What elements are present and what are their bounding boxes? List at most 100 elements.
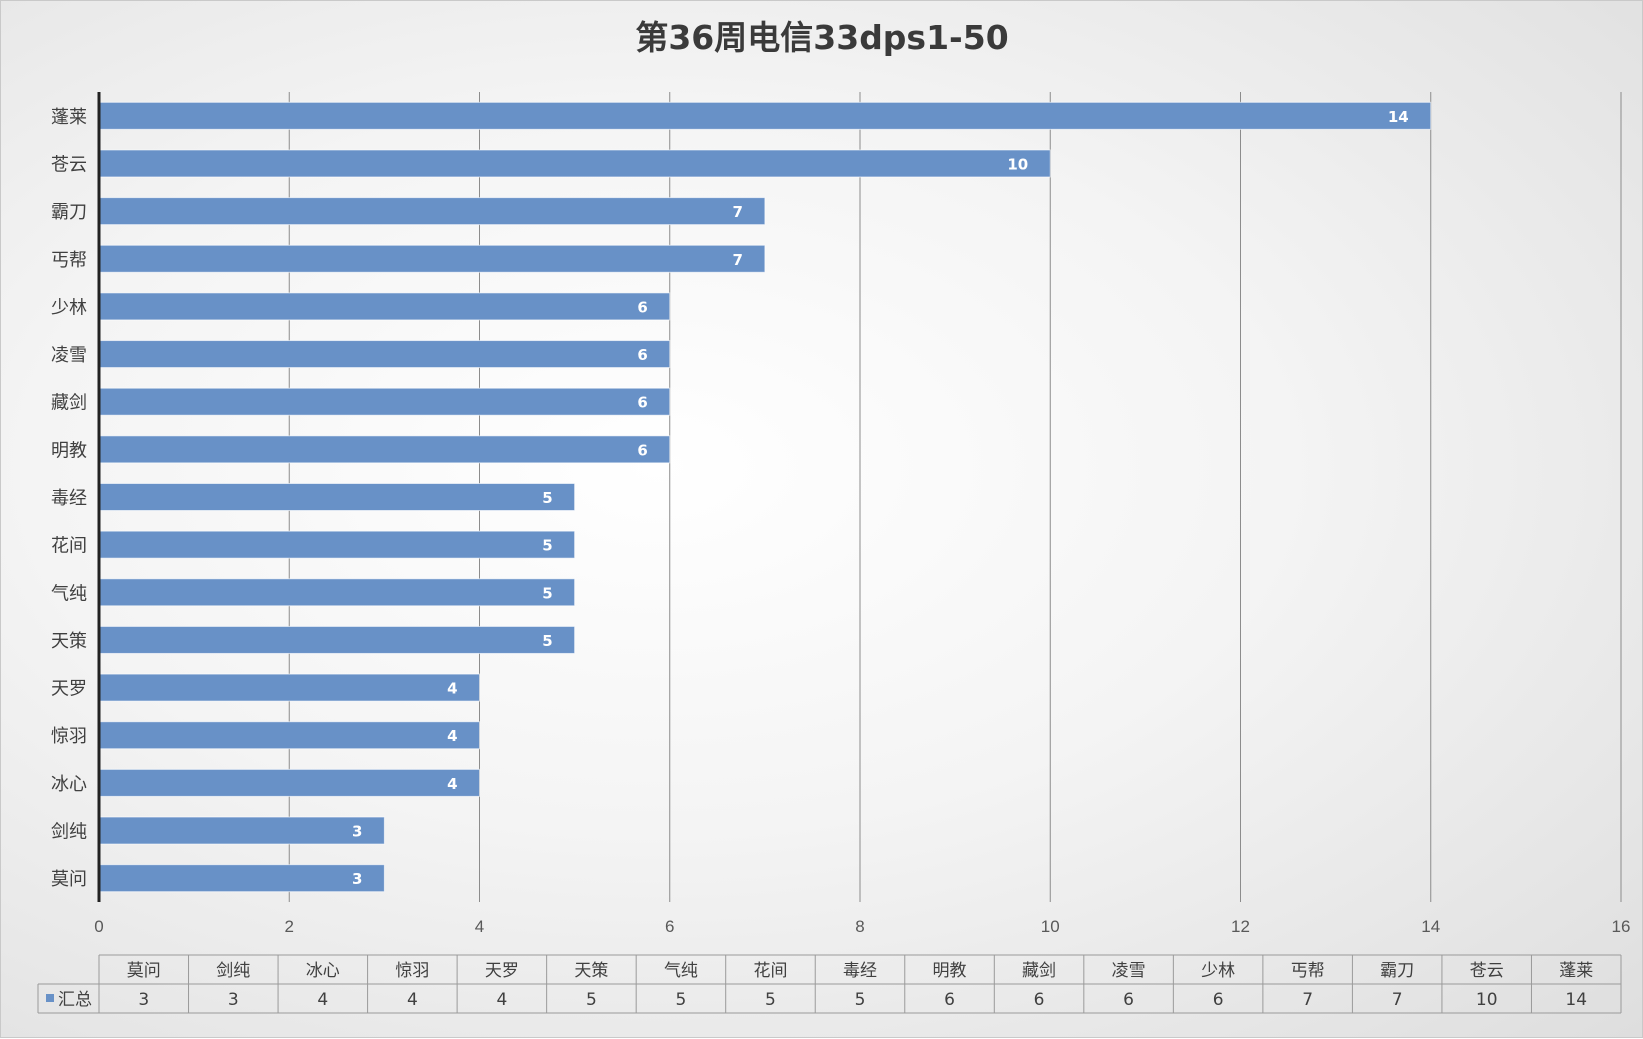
- data-label: 6: [637, 346, 647, 364]
- data-label: 6: [637, 394, 647, 412]
- data-label: 5: [542, 489, 552, 507]
- category-label: 霸刀: [51, 202, 87, 223]
- table-header-cell: 明教: [933, 961, 967, 981]
- category-label: 少林: [51, 297, 87, 318]
- table-header-cell: 藏剑: [1022, 961, 1056, 981]
- data-label: 7: [732, 203, 742, 221]
- category-label: 藏剑: [51, 393, 87, 414]
- legend-series-name: 汇总: [58, 990, 92, 1010]
- table-value-cell: 3: [138, 990, 149, 1010]
- table-value-cell: 4: [317, 990, 328, 1010]
- bar: [98, 721, 480, 750]
- data-label: 5: [542, 537, 552, 555]
- data-label: 5: [542, 584, 552, 602]
- data-label: 6: [637, 298, 647, 316]
- table-header-cell: 毒经: [843, 961, 877, 981]
- table-value-cell: 7: [1302, 990, 1313, 1010]
- bar: [98, 435, 671, 464]
- tick-label: 2: [285, 917, 294, 936]
- table-header-cell: 气纯: [664, 961, 698, 981]
- bar: [98, 816, 385, 845]
- category-label: 天策: [51, 631, 87, 652]
- data-label: 3: [352, 870, 362, 888]
- bar: [98, 768, 480, 797]
- bar: [98, 340, 671, 369]
- table-header-cell: 冰心: [306, 961, 340, 981]
- tick-label: 0: [94, 917, 103, 936]
- bar: [98, 101, 1432, 130]
- bar: [98, 483, 576, 511]
- table-header-cell: 惊羽: [395, 961, 429, 981]
- table-value-cell: 5: [676, 990, 687, 1010]
- table-header-cell: 凌雪: [1112, 961, 1146, 981]
- table-value-cell: 3: [228, 990, 239, 1010]
- table-value-cell: 14: [1565, 990, 1587, 1010]
- table-value-cell: 10: [1476, 990, 1498, 1010]
- chart-title: 第36周电信33dps1-50: [635, 18, 1008, 57]
- table-header-cell: 莫问: [127, 961, 161, 981]
- table-value-cell: 4: [407, 990, 418, 1010]
- category-label: 冰心: [51, 774, 87, 795]
- data-label: 6: [637, 441, 647, 459]
- category-label: 气纯: [51, 583, 87, 604]
- category-label: 凌雪: [51, 345, 87, 366]
- data-label: 3: [352, 823, 362, 841]
- tick-label: 16: [1612, 917, 1631, 936]
- category-label: 惊羽: [51, 726, 87, 747]
- bar: [98, 530, 576, 559]
- bar: [98, 864, 385, 893]
- tick-label: 6: [665, 917, 674, 936]
- table-value-cell: 6: [1213, 990, 1224, 1010]
- bar: [98, 292, 671, 321]
- table-value-cell: 6: [1123, 990, 1134, 1010]
- table-value-cell: 4: [496, 990, 507, 1010]
- category-label: 莫问: [51, 869, 87, 890]
- category-label: 明教: [51, 440, 87, 461]
- bar: [98, 197, 766, 226]
- tick-label: 4: [475, 917, 484, 936]
- data-label: 4: [447, 727, 457, 745]
- table-value-cell: 6: [944, 990, 955, 1010]
- bar: [98, 578, 576, 607]
- table-header-cell: 剑纯: [216, 961, 250, 981]
- tick-label: 10: [1041, 917, 1060, 936]
- category-label: 苍云: [51, 154, 87, 175]
- table-header-cell: 苍云: [1470, 961, 1504, 981]
- category-label: 毒经: [51, 488, 87, 509]
- data-label: 5: [542, 632, 552, 650]
- table-value-cell: 7: [1392, 990, 1403, 1010]
- table-header-cell: 蓬莱: [1559, 961, 1593, 981]
- table-header-cell: 天罗: [485, 961, 519, 981]
- data-label: 7: [732, 251, 742, 269]
- category-label: 剑纯: [51, 822, 87, 843]
- table-value-cell: 5: [586, 990, 597, 1010]
- bar: [98, 149, 1051, 178]
- value-axis: 0 2 4 6 8 10 12 14 16: [94, 917, 1630, 936]
- table-header-cell: 丐帮: [1291, 961, 1325, 981]
- data-label: 14: [1388, 108, 1409, 126]
- bar: [98, 625, 576, 654]
- category-axis: 莫问 剑纯 冰心 惊羽 天罗 天策 气纯 花间 毒经 明教 藏剑 凌雪 少林 丐帮 霸刀 苍云 蓬莱: [51, 92, 101, 902]
- category-label: 天罗: [51, 679, 87, 700]
- gridlines: [288, 92, 1622, 902]
- bar: [98, 673, 480, 702]
- bars: 3 3 4 4 4 5 5 5 5 6 6 6 6 7 7 10 14: [98, 101, 1432, 893]
- category-label: 丐帮: [51, 250, 87, 271]
- table-value-cell: 6: [1034, 990, 1045, 1010]
- data-table: 莫问 3 剑纯 3 冰心 4 惊羽 4 天罗 4 天策 5 气纯 5 花间 5 毒经 5 明教 6 藏剑 6 凌雪 6 少林 6 丐…: [37, 954, 1622, 1014]
- category-label: 蓬莱: [51, 107, 87, 128]
- data-label: 4: [447, 680, 457, 698]
- table-value-cell: 5: [765, 990, 776, 1010]
- tick-label: 14: [1421, 917, 1440, 936]
- data-label: 10: [1007, 155, 1028, 173]
- table-header-cell: 花间: [753, 961, 787, 981]
- table-header-cell: 天策: [574, 961, 608, 981]
- data-label: 4: [447, 775, 457, 793]
- bar: [98, 387, 671, 416]
- legend-key: [46, 994, 54, 1002]
- table-value-cell: 5: [855, 990, 866, 1010]
- bar: [98, 244, 766, 273]
- table-header-cell: 霸刀: [1380, 961, 1414, 981]
